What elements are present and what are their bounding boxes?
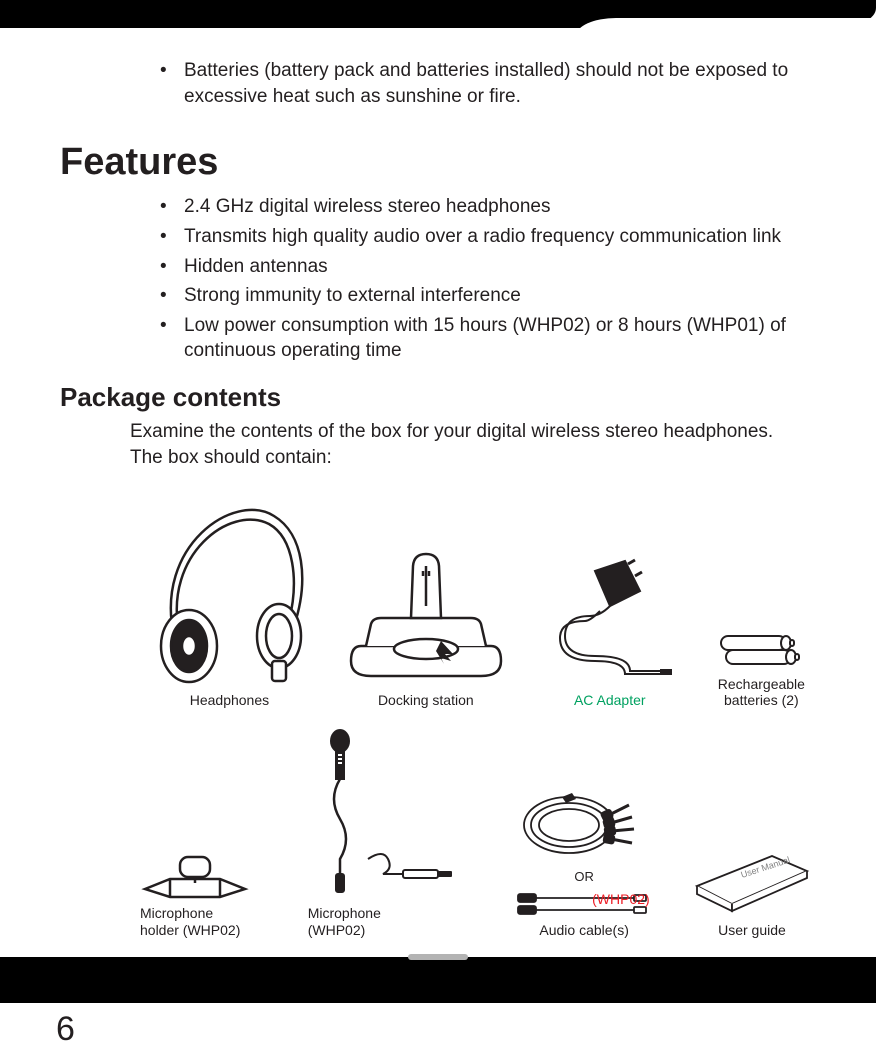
item-label: Rechargeable batteries (2) bbox=[706, 676, 816, 710]
headphones-icon bbox=[144, 486, 314, 686]
package-item-microphone: Microphone (WHP02) bbox=[308, 729, 491, 939]
page-number: 6 bbox=[56, 1010, 75, 1049]
top-header-bar bbox=[0, 0, 876, 28]
features-list: 2.4 GHz digital wireless stereo headphon… bbox=[60, 194, 826, 364]
bottom-footer-bar bbox=[0, 957, 876, 1003]
page-content: Batteries (battery pack and batteries in… bbox=[0, 28, 876, 939]
user-guide-icon: User Manual bbox=[687, 836, 817, 916]
package-item-ac-adapter: AC Adapter bbox=[523, 556, 697, 709]
package-row: Headphones bbox=[130, 486, 826, 709]
rca-cable-icon bbox=[514, 785, 654, 865]
item-label: Microphone (WHP02) bbox=[308, 905, 408, 939]
batteries-icon bbox=[716, 630, 806, 670]
item-label: User guide bbox=[718, 922, 786, 939]
top-warning-list: Batteries (battery pack and batteries in… bbox=[60, 58, 826, 109]
feature-item: Low power consumption with 15 hours (WHP… bbox=[160, 313, 826, 364]
package-item-headphones: Headphones bbox=[130, 486, 329, 709]
package-intro: Examine the contents of the box for your… bbox=[60, 419, 826, 470]
feature-item: 2.4 GHz digital wireless stereo headphon… bbox=[160, 194, 826, 220]
feature-item: Strong immunity to external interference bbox=[160, 283, 826, 309]
ac-adapter-icon bbox=[540, 556, 680, 686]
item-label: Headphones bbox=[190, 692, 269, 709]
package-row: Microphone holder (WHP02) bbox=[130, 729, 826, 939]
mic-holder-icon bbox=[140, 849, 250, 899]
item-label: Docking station bbox=[378, 692, 474, 709]
package-item-user-guide: User Manual User guide bbox=[678, 826, 826, 939]
package-item-docking: Docking station bbox=[329, 536, 523, 709]
microphone-icon bbox=[308, 729, 458, 899]
item-label: AC Adapter bbox=[574, 692, 646, 709]
docking-station-icon bbox=[341, 546, 511, 686]
warning-bullet: Batteries (battery pack and batteries in… bbox=[160, 58, 826, 109]
package-contents-heading: Package contents bbox=[60, 382, 826, 413]
item-label: Audio cable(s) bbox=[539, 922, 629, 939]
item-label: Microphone holder (WHP02) bbox=[130, 905, 250, 939]
feature-item: Hidden antennas bbox=[160, 254, 826, 280]
package-grid: Headphones bbox=[60, 486, 826, 938]
or-label: OR bbox=[574, 869, 594, 884]
feature-item: Transmits high quality audio over a radi… bbox=[160, 224, 826, 250]
package-item-audio-cables: OR (WHP02) bbox=[490, 785, 678, 939]
whp02-note: (WHP02) bbox=[592, 891, 650, 908]
package-item-batteries: Rechargeable batteries (2) bbox=[697, 610, 826, 710]
package-item-mic-holder: Microphone holder (WHP02) bbox=[130, 829, 308, 939]
features-heading: Features bbox=[60, 141, 826, 184]
